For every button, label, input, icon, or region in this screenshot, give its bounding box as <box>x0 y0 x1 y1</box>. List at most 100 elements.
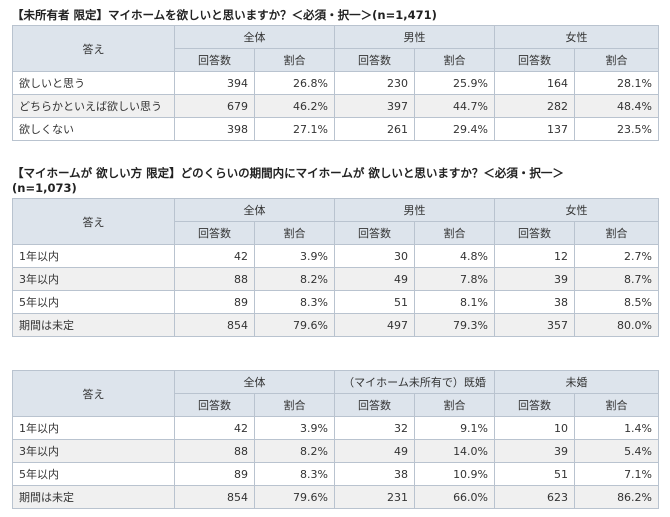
table-cell: 26.8% <box>254 71 335 95</box>
row-label: どちらかといえば欲しい思う <box>12 94 175 118</box>
row-label: 5年以内 <box>12 290 175 314</box>
table-row: 1年以内 42 3.9% 32 9.1% 10 1.4% <box>12 416 660 440</box>
table-cell: 10.9% <box>413 462 496 486</box>
table-row: 欲しくない 398 27.1% 261 29.4% 137 23.5% <box>12 117 659 141</box>
table-cell: 282 <box>494 94 575 118</box>
sub-header: 回答数 <box>334 48 415 72</box>
table-cell: 8.2% <box>254 267 335 291</box>
group-header: （マイホーム未所有で）既婚 <box>333 370 496 394</box>
group-header: 未婚 <box>494 370 660 394</box>
table-cell: 48.4% <box>574 94 659 118</box>
sub-header: 回答数 <box>334 221 415 245</box>
table-row: 5年以内 89 8.3% 51 8.1% 38 8.5% <box>12 290 659 314</box>
table-cell: 854 <box>174 485 255 509</box>
row-label: 5年以内 <box>12 462 175 486</box>
table-cell: 357 <box>494 313 575 337</box>
table-cell: 623 <box>494 485 576 509</box>
table-cell: 30 <box>334 244 415 268</box>
table-cell: 679 <box>174 94 255 118</box>
table-title: 【マイホームが 欲しい方 限定】どのくらいの期間内にマイホームが 欲しいと思いま… <box>12 166 564 180</box>
answer-header: 答え <box>12 198 175 245</box>
table-cell: 38 <box>494 290 575 314</box>
sub-header: 割合 <box>574 48 659 72</box>
row-label: 3年以内 <box>12 267 175 291</box>
table-cell: 8.2% <box>254 439 335 463</box>
table-cell: 4.8% <box>414 244 495 268</box>
table-cell: 397 <box>334 94 415 118</box>
sub-header: 回答数 <box>494 221 575 245</box>
group-header: 全体 <box>174 25 335 49</box>
sub-header: 回答数 <box>494 393 576 417</box>
table-cell: 5.4% <box>574 439 660 463</box>
table-cell: 8.5% <box>574 290 659 314</box>
table-cell: 39 <box>494 439 576 463</box>
sub-header: 割合 <box>414 221 495 245</box>
table-cell: 14.0% <box>413 439 496 463</box>
table-cell: 8.3% <box>254 290 335 314</box>
table-cell: 27.1% <box>254 117 335 141</box>
answer-header: 答え <box>12 370 175 417</box>
group-header: 男性 <box>334 25 495 49</box>
row-label: 期間は未定 <box>12 485 175 509</box>
sub-header: 回答数 <box>334 393 415 417</box>
table-cell: 28.1% <box>574 71 659 95</box>
table-title: 【未所有者 限定】マイホームを欲しいと思いますか？＜必須・択一＞(n=1,471… <box>12 8 437 22</box>
table-cell: 29.4% <box>414 117 495 141</box>
sub-header: 割合 <box>574 221 659 245</box>
sub-header: 割合 <box>254 221 335 245</box>
table-cell: 79.3% <box>414 313 495 337</box>
table-cell: 854 <box>174 313 255 337</box>
table-cell: 51 <box>494 462 576 486</box>
table-cell: 8.7% <box>574 267 659 291</box>
sub-header: 回答数 <box>174 221 255 245</box>
table-cell: 88 <box>174 267 255 291</box>
table-cell: 230 <box>334 71 415 95</box>
sub-header: 回答数 <box>494 48 575 72</box>
table-cell: 2.7% <box>574 244 659 268</box>
table-title-sample-size: (n=1,073) <box>12 181 77 195</box>
table-cell: 86.2% <box>574 485 660 509</box>
sub-header: 回答数 <box>174 393 255 417</box>
sub-header: 割合 <box>254 48 335 72</box>
table-cell: 42 <box>174 416 255 440</box>
sub-header: 割合 <box>413 393 496 417</box>
table-cell: 497 <box>334 313 415 337</box>
group-header: 女性 <box>494 25 659 49</box>
sub-header: 割合 <box>254 393 335 417</box>
sub-header: 割合 <box>574 393 660 417</box>
sub-header: 割合 <box>414 48 495 72</box>
table-cell: 25.9% <box>414 71 495 95</box>
table-row: 3年以内 88 8.2% 49 7.8% 39 8.7% <box>12 267 659 291</box>
table-cell: 88 <box>174 439 255 463</box>
table-cell: 398 <box>174 117 255 141</box>
row-label: 1年以内 <box>12 244 175 268</box>
row-label: 期間は未定 <box>12 313 175 337</box>
table-cell: 49 <box>334 267 415 291</box>
table-row: どちらかといえば欲しい思う 679 46.2% 397 44.7% 282 48… <box>12 94 659 118</box>
table-cell: 79.6% <box>254 313 335 337</box>
table-cell: 1.4% <box>574 416 660 440</box>
table-row: 期間は未定 854 79.6% 231 66.0% 623 86.2% <box>12 485 660 509</box>
table-cell: 23.5% <box>574 117 659 141</box>
survey-table: 答え 全体 男性 女性 回答数 割合 回答数 割合 回答数 割合 欲しいと思う … <box>12 25 659 141</box>
table-cell: 79.6% <box>254 485 335 509</box>
table-cell: 7.8% <box>414 267 495 291</box>
table-cell: 3.9% <box>254 244 335 268</box>
table-cell: 394 <box>174 71 255 95</box>
table-cell: 32 <box>334 416 415 440</box>
survey-table: 答え 全体 男性 女性 回答数 割合 回答数 割合 回答数 割合 1年以内 42… <box>12 198 659 337</box>
survey-section-1: 【未所有者 限定】マイホームを欲しいと思いますか？＜必須・択一＞(n=1,471… <box>12 8 659 141</box>
table-cell: 231 <box>334 485 415 509</box>
table-cell: 46.2% <box>254 94 335 118</box>
table-cell: 42 <box>174 244 255 268</box>
table-row: 期間は未定 854 79.6% 497 79.3% 357 80.0% <box>12 313 659 337</box>
survey-section-2: 【マイホームが 欲しい方 限定】どのくらいの期間内にマイホームが 欲しいと思いま… <box>12 166 659 337</box>
survey-table: 答え 全体 （マイホーム未所有で）既婚 未婚 回答数 割合 回答数 割合 回答数… <box>12 370 660 509</box>
table-cell: 164 <box>494 71 575 95</box>
table-cell: 8.3% <box>254 462 335 486</box>
sub-header: 回答数 <box>174 48 255 72</box>
group-header: 女性 <box>494 198 659 222</box>
table-cell: 66.0% <box>413 485 496 509</box>
table-cell: 49 <box>334 439 415 463</box>
table-cell: 9.1% <box>413 416 496 440</box>
